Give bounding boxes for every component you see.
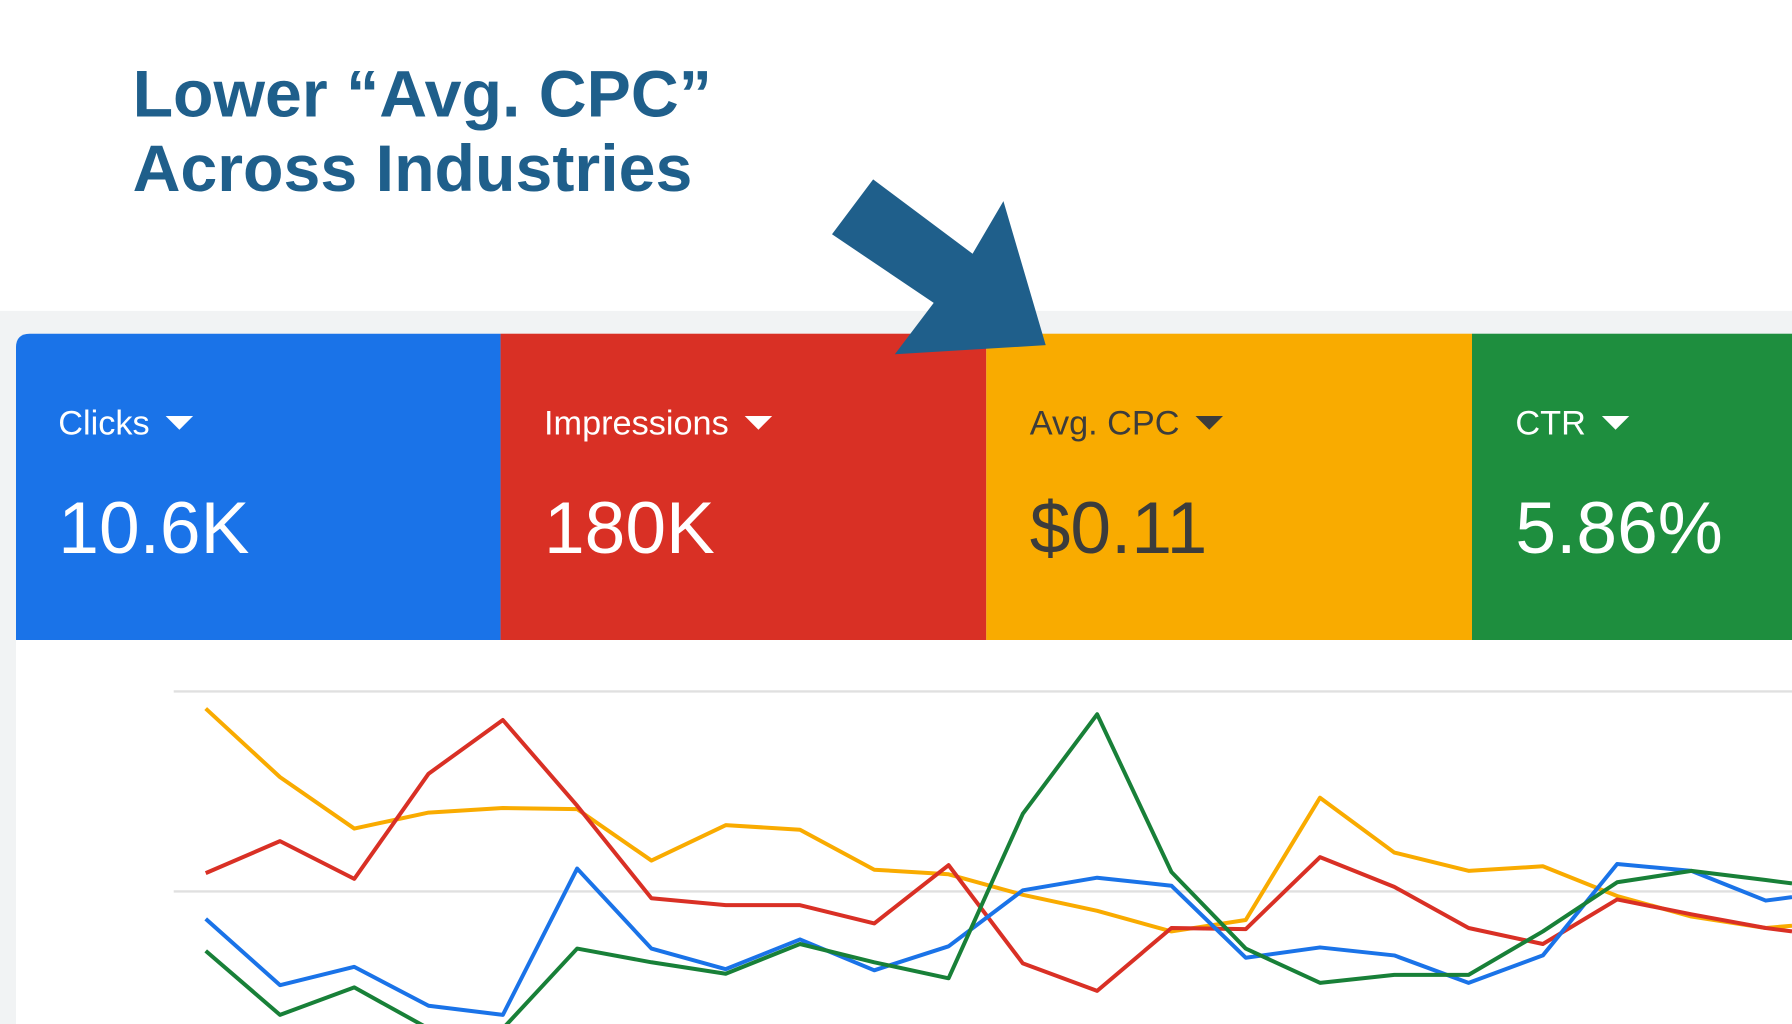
dropdown-icon bbox=[1195, 416, 1223, 430]
metric-label: Avg. CPC bbox=[1030, 404, 1180, 442]
dropdown-icon bbox=[165, 416, 194, 430]
metric-value: 10.6K bbox=[58, 488, 249, 569]
title-line: Across Industries bbox=[133, 132, 693, 206]
trend-line bbox=[204, 718, 1792, 993]
metric-tile[interactable] bbox=[1472, 333, 1792, 640]
metric-value: 5.86% bbox=[1515, 488, 1722, 569]
dropdown-icon bbox=[1601, 416, 1630, 430]
arrow bbox=[832, 179, 1046, 355]
trend-line bbox=[204, 712, 1792, 1024]
metric-value: $0.11 bbox=[1030, 488, 1208, 569]
metric-tile[interactable] bbox=[16, 333, 501, 640]
title-line: Lower “Avg. CPC” bbox=[133, 58, 712, 132]
chart-panel bbox=[16, 640, 1792, 1024]
metric-tile[interactable] bbox=[986, 333, 1472, 640]
metric-label: Impressions bbox=[544, 404, 729, 442]
metric-tile[interactable] bbox=[500, 333, 987, 640]
trend-line bbox=[204, 862, 1792, 1017]
trend-lines bbox=[204, 707, 1792, 1024]
metric-value: 180K bbox=[544, 488, 715, 569]
metric-label: Clicks bbox=[58, 404, 149, 442]
trend-line bbox=[204, 707, 1792, 934]
dropdown-icon bbox=[744, 416, 773, 430]
metrics: Clicks 10.6K Impressions 180K Avg. CPC $0.11 C… bbox=[58, 404, 1722, 569]
metric-label: CTR bbox=[1515, 404, 1585, 442]
